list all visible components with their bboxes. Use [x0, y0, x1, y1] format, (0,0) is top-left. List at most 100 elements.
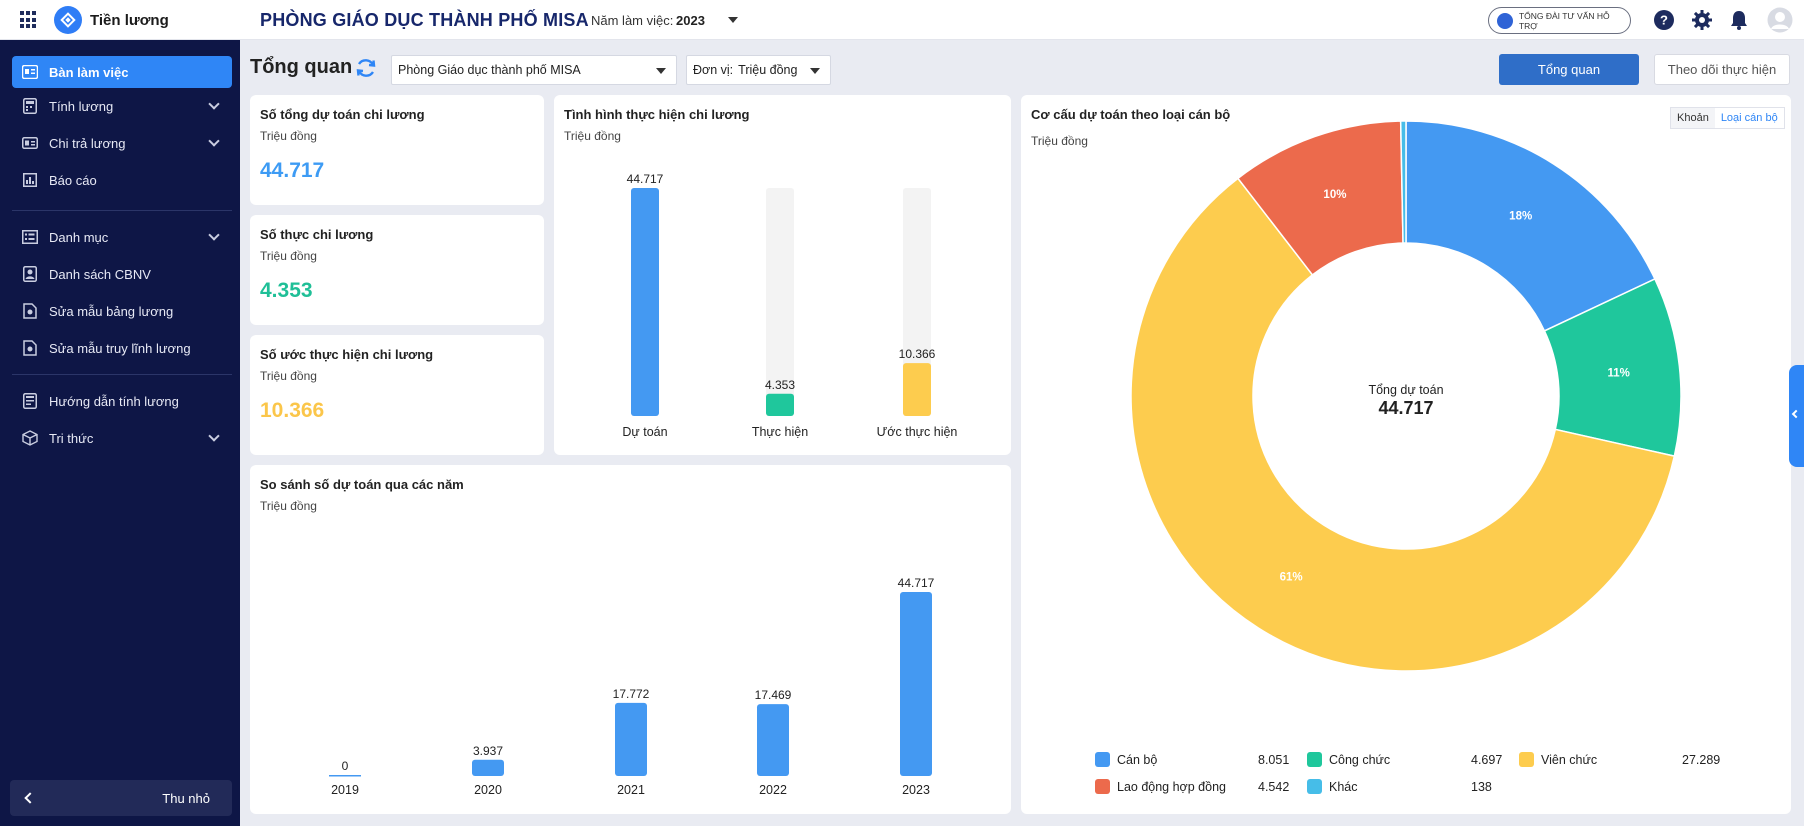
app-grid-icon[interactable] — [20, 11, 38, 29]
bar-value-label: 4.353 — [765, 378, 795, 392]
side-panel-toggle[interactable] — [1789, 365, 1804, 467]
top-bar: Tiền lương PHÒNG GIÁO DỤC THÀNH PHỐ MISA… — [0, 0, 1804, 40]
legend-value: 138 — [1471, 780, 1492, 794]
legend-item-vien-chuc: Viên chức — [1519, 752, 1597, 767]
legend-label: Lao động hợp đồng — [1117, 779, 1226, 794]
donut-slice — [1399, 120, 1407, 244]
sidebar-collapse-button[interactable]: Thu nhỏ — [10, 780, 232, 816]
sidebar-item-label: Danh sách CBNV — [49, 266, 151, 282]
salary-progress-chart-card: Tình hình thực hiện chi lương Triệu đồng… — [554, 95, 1011, 455]
page-title: Tổng quan — [250, 56, 353, 78]
support-hotline-button[interactable]: TỔNG ĐÀI TƯ VẤN HỖ TRỢ — [1488, 7, 1631, 34]
toggle-by-staff-type[interactable]: Loại cán bộ — [1714, 108, 1784, 128]
year-dropdown-icon[interactable] — [728, 17, 738, 23]
budget-structure-chart-card: Cơ cấu dự toán theo loại cán bộ Triệu đồ… — [1021, 95, 1791, 814]
slice-percent-label: 11% — [1608, 368, 1630, 380]
kpi-value: 4.353 — [260, 279, 313, 302]
card-title: Số ước thực hiện chi lương — [260, 347, 434, 362]
sidebar-item-employee-list[interactable]: Danh sách CBNV — [12, 258, 232, 290]
dashboard-icon — [21, 63, 39, 81]
legend-label: Cán bộ — [1117, 752, 1158, 767]
legend-item-can-bo: Cán bộ — [1095, 752, 1157, 767]
guide-icon — [21, 392, 39, 410]
card-unit: Triệu đồng — [260, 129, 317, 143]
help-icon[interactable]: ? — [1653, 9, 1675, 31]
legend-swatch — [1095, 752, 1110, 767]
sidebar-item-knowledge[interactable]: Tri thức — [12, 422, 232, 454]
overview-tab-button[interactable]: Tổng quan — [1499, 54, 1639, 85]
sidebar-item-salary-guide[interactable]: Hướng dẫn tính lương — [12, 385, 232, 417]
toggle-by-item[interactable]: Khoản — [1677, 112, 1709, 124]
x-tick-label: Ước thực hiện — [877, 425, 958, 439]
card-unit: Triệu đồng — [564, 129, 621, 143]
refresh-icon[interactable] — [354, 56, 378, 80]
donut-center-label: Tổng dự toán — [1368, 383, 1443, 397]
card-unit: Triệu đồng — [260, 499, 317, 513]
donut-slice — [1130, 177, 1676, 672]
template-icon — [21, 339, 39, 357]
calculator-icon — [21, 97, 39, 115]
slice-percent-label: 61% — [1280, 572, 1303, 584]
bar — [631, 188, 659, 416]
sidebar-item-label: Bàn làm việc — [49, 64, 129, 80]
user-avatar-icon[interactable] — [1767, 7, 1793, 33]
bar-track — [766, 188, 794, 416]
bar-value-label: 17.469 — [755, 688, 792, 702]
working-year-value[interactable]: 2023 — [676, 13, 705, 28]
collapse-label: Thu nhỏ — [162, 791, 210, 806]
sidebar: Bàn làm việc Tính lương Chi trả lương Bá… — [0, 40, 240, 826]
support-hotline-label: TỔNG ĐÀI TƯ VẤN HỖ TRỢ — [1518, 10, 1610, 31]
x-tick-label: 2022 — [759, 783, 787, 797]
knowledge-cube-icon — [21, 429, 39, 447]
sidebar-divider — [12, 210, 232, 211]
sidebar-item-label: Báo cáo — [49, 172, 97, 188]
svg-text:?: ? — [1660, 13, 1668, 28]
payment-icon — [21, 134, 39, 152]
card-title: Số tổng dự toán chi lương — [260, 107, 425, 122]
phone-icon — [1497, 12, 1513, 29]
legend-label: Khác — [1329, 779, 1358, 794]
sidebar-item-categories[interactable]: Danh mục — [12, 221, 232, 253]
organization-select-value: Phòng Giáo dục thành phố MISA — [398, 63, 581, 77]
x-tick-label: 2020 — [474, 783, 502, 797]
organization-select[interactable]: Phòng Giáo dục thành phố MISA — [391, 55, 677, 85]
settings-gear-icon[interactable] — [1691, 9, 1713, 31]
sidebar-divider — [12, 374, 232, 375]
legend-swatch — [1519, 752, 1534, 767]
kpi-value: 44.717 — [260, 159, 325, 182]
card-title: Tình hình thực hiện chi lương — [564, 107, 750, 122]
working-year-label: Năm làm việc: — [591, 13, 674, 28]
kpi-card-actual-spend: Số thực chi lương Triệu đồng 4.353 — [250, 215, 544, 325]
legend-item-lao-dong-hop-dong: Lao động hợp đồng — [1095, 779, 1226, 794]
sidebar-item-edit-payroll-template[interactable]: Sửa mẫu bảng lương — [12, 295, 232, 327]
notification-bell-icon[interactable] — [1728, 9, 1750, 31]
sidebar-item-dashboard[interactable]: Bàn làm việc — [12, 56, 232, 88]
track-progress-tab-button[interactable]: Theo dõi thực hiện — [1654, 54, 1790, 85]
card-unit: Triệu đồng — [1031, 134, 1088, 148]
kpi-card-estimated-spend: Số ước thực hiện chi lương Triệu đồng 10… — [250, 335, 544, 455]
card-title: So sánh số dự toán qua các năm — [260, 477, 464, 492]
legend-value: 27.289 — [1682, 753, 1721, 767]
chevron-down-icon — [208, 135, 220, 147]
donut-view-toggle: Khoản Loại cán bộ — [1670, 107, 1785, 129]
sidebar-item-edit-backpay-template[interactable]: Sửa mẫu truy lĩnh lương — [12, 332, 232, 364]
currency-unit-select[interactable]: Đơn vị: Triệu đồng — [686, 55, 831, 85]
legend-item-khac: Khác — [1307, 779, 1358, 794]
x-tick-label: 2019 — [331, 783, 359, 797]
yearly-budget-chart-card: So sánh số dự toán qua các năm Triệu đồn… — [250, 465, 1011, 814]
chevron-down-icon — [656, 68, 666, 74]
template-icon — [21, 302, 39, 320]
legend-label: Công chức — [1329, 752, 1391, 767]
sidebar-item-label: Tri thức — [49, 430, 94, 446]
misa-logo-icon — [54, 6, 82, 34]
salary-progress-bar-chart: 44.717 Dự toán 4.353 Thực hiện 10.366 Ước thự… — [622, 172, 958, 439]
sidebar-item-salary-payment[interactable]: Chi trả lương — [12, 127, 232, 159]
bar — [615, 702, 647, 776]
sidebar-item-reports[interactable]: Báo cáo — [12, 164, 232, 196]
x-tick-label: Dự toán — [622, 425, 667, 439]
legend-swatch — [1307, 779, 1322, 794]
bar-value-label: 17.772 — [613, 687, 650, 701]
chevron-down-icon — [810, 68, 820, 74]
sidebar-item-salary-calc[interactable]: Tính lương — [12, 90, 232, 122]
bar — [900, 592, 932, 776]
